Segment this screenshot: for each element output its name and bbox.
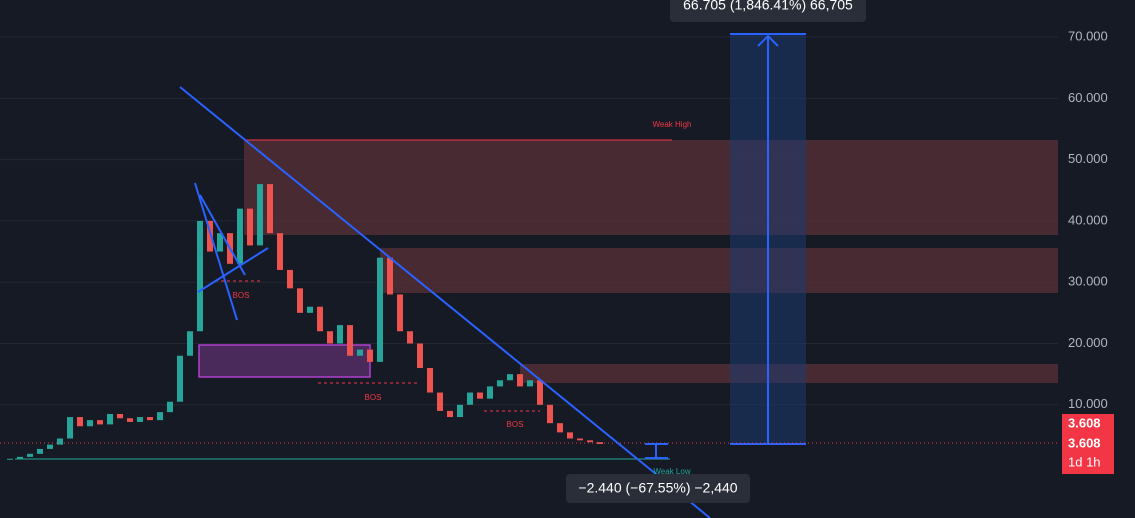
candle	[577, 438, 583, 441]
candle	[437, 392, 443, 411]
candle	[537, 380, 543, 405]
candle	[47, 444, 53, 449]
y-tick-label: 10.000	[1068, 396, 1108, 411]
candle	[147, 417, 153, 421]
measure-down-label: −2.440 (−67.55%) −2,440	[578, 480, 737, 496]
candle	[367, 349, 373, 362]
candle	[427, 368, 433, 393]
candle	[187, 331, 193, 356]
candle	[567, 432, 573, 439]
price-label: 3.608	[1068, 415, 1101, 430]
price-box	[1062, 414, 1114, 474]
candle	[277, 233, 283, 270]
candle	[517, 374, 523, 387]
trend-line	[194, 182, 238, 321]
candle	[417, 343, 423, 369]
candle	[457, 404, 463, 418]
price-label: 3.608	[1068, 435, 1101, 450]
candle	[327, 331, 333, 344]
candle	[157, 412, 163, 421]
measure-arrow	[757, 34, 779, 444]
trend-line	[199, 194, 246, 276]
candle	[87, 420, 93, 427]
candle	[597, 442, 603, 444]
candle	[67, 417, 73, 439]
candle	[177, 355, 183, 402]
trend-line	[197, 247, 269, 293]
candle	[7, 458, 13, 460]
candle	[37, 448, 43, 454]
measure-down-box	[566, 474, 750, 503]
candle	[257, 184, 263, 246]
candle	[117, 413, 123, 419]
candle	[547, 404, 553, 424]
y-tick-label: 50.000	[1068, 151, 1108, 166]
candle	[107, 413, 113, 425]
candle	[487, 386, 493, 399]
weak-high-label: Weak High	[653, 120, 692, 129]
candle	[57, 438, 63, 445]
candle	[127, 418, 133, 422]
candle	[527, 380, 533, 387]
candle	[447, 410, 453, 418]
candle	[307, 306, 313, 313]
zone	[244, 140, 1058, 235]
candle	[587, 440, 593, 443]
bos-label: BOS	[365, 393, 382, 402]
candle	[17, 456, 23, 459]
candle	[237, 208, 243, 264]
trend-line	[179, 86, 711, 518]
zone	[380, 248, 1058, 293]
candle	[507, 374, 513, 381]
candle	[287, 269, 293, 289]
candle	[407, 331, 413, 344]
candle	[137, 417, 143, 422]
candle	[97, 420, 103, 425]
candle	[217, 233, 223, 252]
bos-label: BOS	[233, 291, 250, 300]
candle	[467, 392, 473, 405]
y-tick-label: 20.000	[1068, 335, 1108, 350]
measure-small	[645, 443, 668, 459]
measure-up-box	[670, 0, 866, 22]
candle	[357, 349, 363, 356]
candle	[27, 453, 33, 457]
order-block	[198, 344, 371, 378]
candle	[207, 220, 213, 252]
candle	[377, 257, 383, 362]
candle	[247, 208, 253, 246]
candle	[557, 423, 563, 433]
candle	[397, 294, 403, 332]
candle	[347, 325, 353, 356]
y-tick-label: 30.000	[1068, 274, 1108, 289]
bos-label: BOS	[507, 420, 524, 429]
candle	[297, 288, 303, 313]
candle	[267, 184, 273, 234]
y-tick-label: 40.000	[1068, 212, 1108, 227]
candle	[77, 417, 83, 427]
timeframe-label: 1d 1h	[1068, 454, 1101, 469]
measure-up-label: 66.705 (1,846.41%) 66,705	[683, 0, 853, 13]
candle	[167, 401, 173, 413]
candle	[197, 220, 203, 332]
candle	[387, 257, 393, 295]
weak-low-label: Weak Low	[653, 467, 690, 476]
candle	[477, 392, 483, 399]
candle	[337, 325, 343, 344]
y-tick-label: 70.000	[1068, 28, 1108, 43]
y-tick-label: 60.000	[1068, 90, 1108, 105]
candle	[317, 306, 323, 332]
candle	[497, 380, 503, 387]
